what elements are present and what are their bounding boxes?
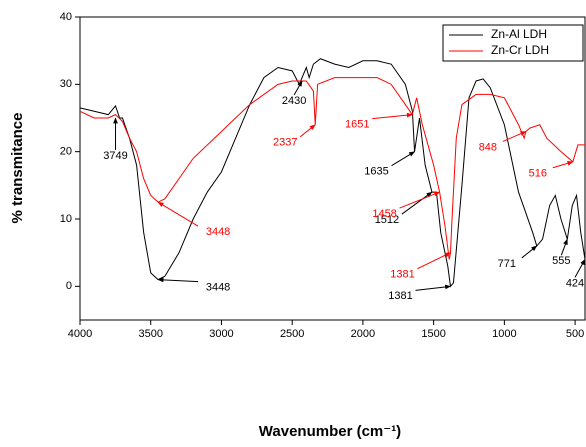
annotation-label: 2337	[273, 137, 297, 149]
x-tick-label: 2000	[351, 328, 375, 340]
annotation-label: 771	[498, 258, 516, 270]
annotation-arrow	[391, 151, 416, 167]
x-tick-label: 2500	[280, 328, 304, 340]
annotation-label: 2430	[282, 95, 306, 107]
x-tick-label: 4000	[68, 328, 92, 340]
annotation-label: 3448	[206, 226, 230, 238]
annotation-arrow	[157, 201, 199, 227]
annotation-label: 1635	[364, 166, 388, 178]
annotation-arrow	[293, 80, 303, 96]
annotation-label: 516	[529, 168, 547, 180]
annotation-label: 1381	[388, 290, 412, 302]
legend-label: Zn-Al LDH	[491, 27, 547, 41]
annotation-arrow	[415, 284, 452, 291]
annotation-label: 3749	[103, 150, 127, 162]
annotation-arrow	[372, 112, 413, 120]
y-axis-label: % transmitance	[9, 113, 26, 224]
annotation-label: 1458	[372, 208, 396, 220]
annotation-arrow	[157, 277, 199, 283]
annotation-arrow	[399, 191, 441, 209]
annotation-label: 3448	[206, 282, 230, 294]
annotation-arrow	[401, 191, 433, 215]
annotation-label: 1512	[375, 214, 399, 226]
annotation-label: 424	[566, 277, 584, 289]
legend-box	[442, 24, 584, 62]
x-tick-label: 3000	[209, 328, 233, 340]
legend-label: Zn-Cr LDH	[491, 43, 549, 57]
annotation-arrow	[574, 258, 586, 278]
annotation-arrow	[502, 131, 527, 142]
x-tick-label: 1000	[492, 328, 516, 340]
annotation-arrow	[560, 238, 568, 256]
annotation-arrow	[552, 161, 574, 169]
annotation-arrow	[299, 124, 316, 138]
annotation-arrow	[521, 245, 538, 259]
plot-frame	[79, 16, 586, 321]
y-tick-label: 20	[60, 146, 72, 158]
annotation-label: 555	[552, 255, 570, 267]
annotation-label: 1381	[390, 269, 414, 281]
series-line	[79, 77, 585, 260]
x-tick-label: 500	[566, 328, 584, 340]
x-tick-label: 3500	[138, 328, 162, 340]
x-tick-label: 1500	[421, 328, 445, 340]
y-tick-label: 10	[60, 213, 72, 225]
annotation-label: 1651	[345, 119, 369, 131]
y-tick-label: 30	[60, 78, 72, 90]
x-axis-label: Wavenumber (cm⁻¹)	[259, 423, 401, 440]
annotation-label: 848	[479, 141, 497, 153]
y-tick-label: 40	[60, 11, 72, 23]
y-tick-label: 0	[66, 280, 72, 292]
annotation-arrow	[417, 252, 452, 270]
series-line	[79, 58, 586, 288]
